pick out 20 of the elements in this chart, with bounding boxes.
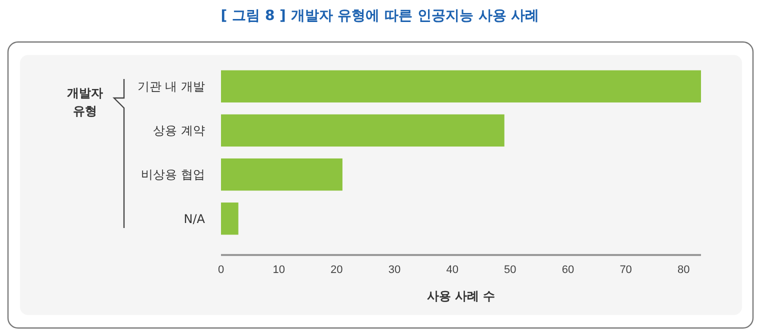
y-tick-label: N/A: [184, 212, 206, 226]
bar: [221, 158, 342, 191]
x-axis-title: 사용 사례 수: [426, 289, 496, 303]
x-tick-label: 40: [446, 264, 458, 276]
bar: [221, 70, 701, 102]
x-tick-label: 20: [330, 264, 343, 276]
x-tick-label: 10: [272, 264, 285, 276]
x-tick-label: 30: [388, 264, 401, 276]
x-tick-label: 0: [218, 264, 224, 276]
y-tick-label: 기관 내 개발: [137, 80, 205, 94]
y-tick-label: 비상용 협업: [141, 168, 205, 182]
bar: [221, 114, 504, 147]
x-tick-label: 70: [620, 264, 632, 276]
y-tick-label: 상용 계약: [153, 124, 205, 138]
x-tick-label: 50: [504, 264, 516, 276]
bar: [221, 202, 238, 235]
x-tick-label: 60: [562, 264, 574, 276]
x-tick-label: 80: [678, 264, 690, 276]
chart-title: [ 그림 8 ] 개발자 유형에 따른 인공지능 사용 사례: [220, 8, 540, 24]
y-axis-title: 개발자 유형: [67, 86, 103, 118]
